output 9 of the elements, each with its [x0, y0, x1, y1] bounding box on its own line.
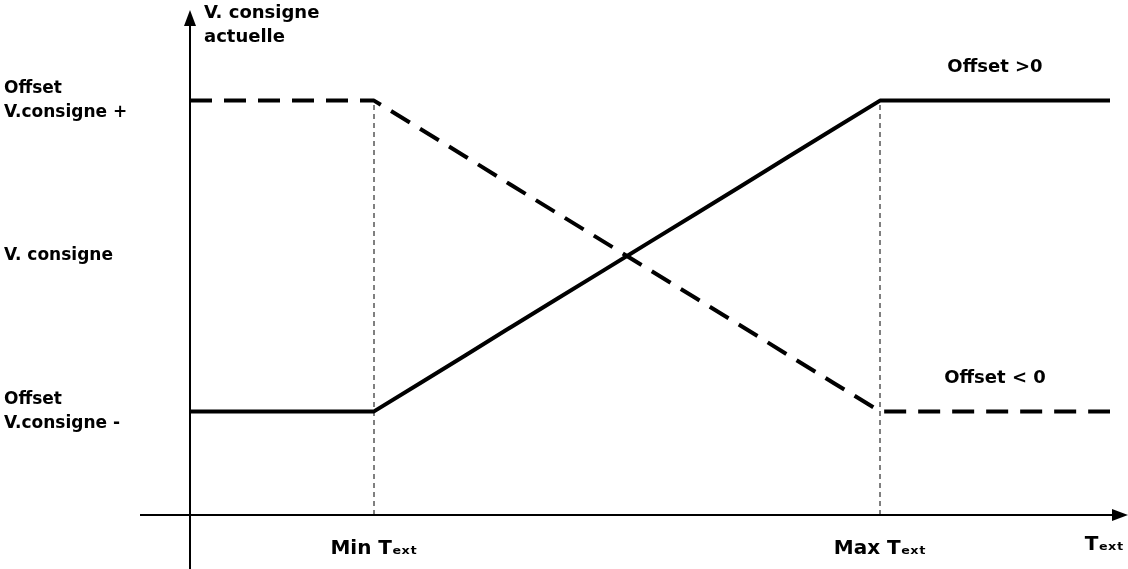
y-axis-title: V. consigne actuelle: [204, 0, 320, 46]
series-label: Offset >0: [947, 55, 1043, 77]
x-tick-label: Min Tₑₓₜ: [330, 535, 418, 560]
text: Offset V.consigne +: [4, 77, 128, 122]
text: Offset V.consigne -: [4, 387, 121, 432]
text: V. consigne: [4, 244, 113, 265]
series-label: Offset < 0: [944, 366, 1046, 388]
x-axis-title: Tₑₓₜ: [1084, 531, 1124, 556]
x-tick-label: Max Tₑₓₜ: [833, 535, 927, 560]
